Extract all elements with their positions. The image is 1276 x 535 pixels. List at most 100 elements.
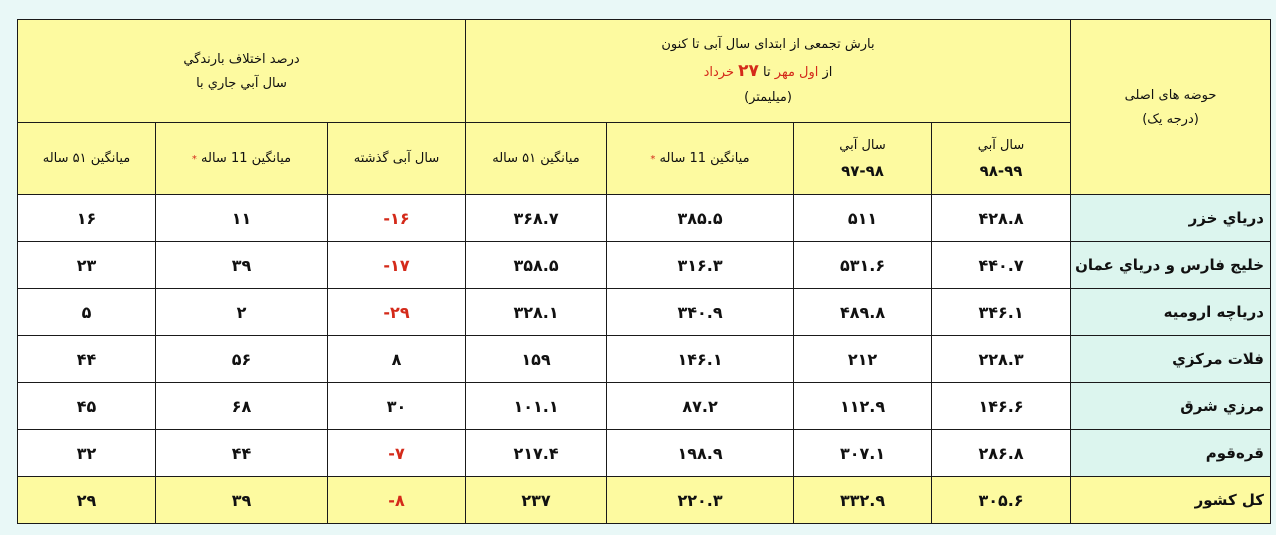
value: ۱۴۶.۱	[677, 349, 723, 369]
value-cell: ۱۵۹	[464, 335, 608, 383]
value-cell: ۲۲۰.۳	[606, 476, 795, 524]
value: ۲۱۷.۴	[513, 443, 559, 463]
region-name: کل کشور	[1070, 476, 1272, 524]
diff-header: درصد اختلاف بارندگي سال آبي جاري با	[17, 19, 466, 123]
value-cell: ۶۸	[155, 382, 328, 430]
value: ۱۵۹	[521, 349, 551, 369]
value-cell: ۴۲۸.۸	[931, 194, 1072, 242]
value: ۵	[81, 302, 92, 322]
value-cell: ۱۰۱.۱	[464, 382, 608, 430]
range-day: ۲۷	[738, 61, 759, 81]
value-cell: ۱۴۶.۱	[606, 335, 795, 383]
asterisk-icon: *	[650, 154, 656, 165]
column-label: میانگین 11 ساله	[659, 151, 750, 166]
region-name: درياي خزر	[1070, 194, 1272, 242]
value: ۳۴۰.۹	[677, 302, 723, 322]
column-label: سال آبي	[977, 137, 1025, 153]
region-name: مرزي شرق	[1070, 382, 1272, 430]
value-cell: ۳۰۵.۶	[931, 476, 1072, 524]
column-label: میانگین 11 ساله	[201, 151, 292, 166]
value: ۴۸۹.۸	[839, 302, 886, 322]
column-label: میانگین ۵۱ ساله	[42, 151, 131, 166]
water-year: ۹۷-۹۸	[841, 161, 884, 180]
value: ۴۴	[231, 443, 252, 463]
value: ۳۸۵.۵	[677, 208, 723, 228]
value: ۳۲۸.۱	[513, 302, 559, 322]
diff-title: درصد اختلاف بارندگي	[183, 51, 300, 67]
value: ۲۳۷	[521, 490, 551, 510]
value-cell: ۴۴	[17, 335, 156, 383]
value-cell: -۱۶	[327, 194, 466, 242]
value: ۳۵۸.۵	[513, 255, 559, 275]
value-cell: ۱۹۸.۹	[606, 429, 795, 477]
range-to-prefix: تا	[763, 65, 771, 80]
table-row: مرزي شرق ۱۴۶.۶ ۱۱۲.۹ ۸۷.۲ ۱۰۱.۱ ۳۰ ۶۸ ۴۵	[17, 382, 1272, 430]
region-name: قره‌قوم	[1070, 429, 1272, 477]
value-cell: ۳۸۵.۵	[606, 194, 795, 242]
column-label: سال آبي	[839, 137, 886, 153]
value-cell: ۳۵۸.۵	[464, 241, 608, 289]
value-cell: ۳۰	[327, 382, 466, 430]
table-row: فلات مركزي ۲۲۸.۳ ۲۱۲ ۱۴۶.۱ ۱۵۹ ۸ ۵۶ ۴۴	[17, 335, 1272, 383]
value-cell: ۳۶۸.۷	[464, 194, 608, 242]
value: ۱۱۲.۹	[839, 396, 886, 416]
value-cell: ۲۱۷.۴	[464, 429, 608, 477]
value: ۳۹	[231, 255, 252, 275]
value-cell: ۵۳۱.۶	[793, 241, 933, 289]
value-cell: ۱۱۲.۹	[793, 382, 933, 430]
water-year: ۹۸-۹۹	[979, 161, 1023, 180]
value-cell: ۲۹	[17, 476, 156, 524]
range-month: خرداد	[703, 65, 734, 80]
range-from-prefix: از	[822, 65, 833, 80]
value-cell: ۵۶	[155, 335, 328, 383]
region-name: خليج فارس و درياي عمان	[1070, 241, 1272, 289]
value: -۱۷	[383, 255, 410, 275]
value: ۴۴	[76, 349, 97, 369]
value-cell: ۳۳۲.۹	[793, 476, 933, 524]
value-cell: ۴۴۰.۷	[931, 241, 1072, 289]
value-cell: ۴۴	[155, 429, 328, 477]
value: ۴۴۰.۷	[978, 255, 1024, 275]
value: ۵۱۱	[847, 208, 878, 228]
column-label: سال آبی گذشته	[353, 151, 440, 166]
value-cell: ۳۹	[155, 476, 328, 524]
value-cell: ۵۱۱	[793, 194, 933, 242]
value: ۲۸۶.۸	[978, 443, 1024, 463]
value: ۱۹۸.۹	[677, 443, 723, 463]
value-cell: ۱۱	[155, 194, 328, 242]
table-row: درياي خزر ۴۲۸.۸ ۵۱۱ ۳۸۵.۵ ۳۶۸.۷ -۱۶ ۱۱ ۱۶	[17, 194, 1272, 242]
value-cell: ۴۸۹.۸	[793, 288, 933, 336]
value: ۲۲۸.۳	[978, 349, 1024, 369]
value-cell: ۱۴۶.۶	[931, 382, 1072, 430]
value-cell: ۳۰۷.۱	[793, 429, 933, 477]
table-row: خليج فارس و درياي عمان ۴۴۰.۷ ۵۳۱.۶ ۳۱۶.۳ ۳۵۸…	[17, 241, 1272, 289]
value-cell: ۱۶	[17, 194, 156, 242]
value-cell: ۲۲۸.۳	[931, 335, 1072, 383]
region-name: درياچه اروميه	[1070, 288, 1272, 336]
value-cell: -۱۷	[327, 241, 466, 289]
value: -۲۹	[383, 302, 410, 322]
value: ۴۲۸.۸	[978, 208, 1024, 228]
value: ۸۷.۲	[682, 396, 718, 416]
value: -۷	[388, 443, 405, 463]
column-label: میانگین ۵۱ ساله	[492, 151, 580, 166]
value: ۳۰	[386, 396, 407, 416]
value-cell: ۸۷.۲	[606, 382, 795, 430]
value-cell: ۲۳۷	[464, 476, 608, 524]
value: ۳۲	[76, 443, 97, 463]
value-cell: ۲۸۶.۸	[931, 429, 1072, 477]
value: ۵۶	[231, 349, 252, 369]
column-header: سال آبي ۹۸-۹۹	[931, 122, 1072, 195]
basin-subtitle: (درجه یک)	[1142, 111, 1199, 127]
value-cell: ۳۲۸.۱	[464, 288, 608, 336]
value-cell: -۸	[327, 476, 466, 524]
asterisk-icon: *	[191, 154, 197, 165]
value: -۱۶	[383, 208, 410, 228]
value-cell: -۲۹	[327, 288, 466, 336]
value: ۵۳۱.۶	[839, 255, 886, 275]
value-cell: ۳۲	[17, 429, 156, 477]
value: ۱۶	[76, 208, 97, 228]
value: ۳۳۲.۹	[839, 490, 886, 510]
value: ۲۳	[76, 255, 97, 275]
value: ۶۸	[231, 396, 252, 416]
